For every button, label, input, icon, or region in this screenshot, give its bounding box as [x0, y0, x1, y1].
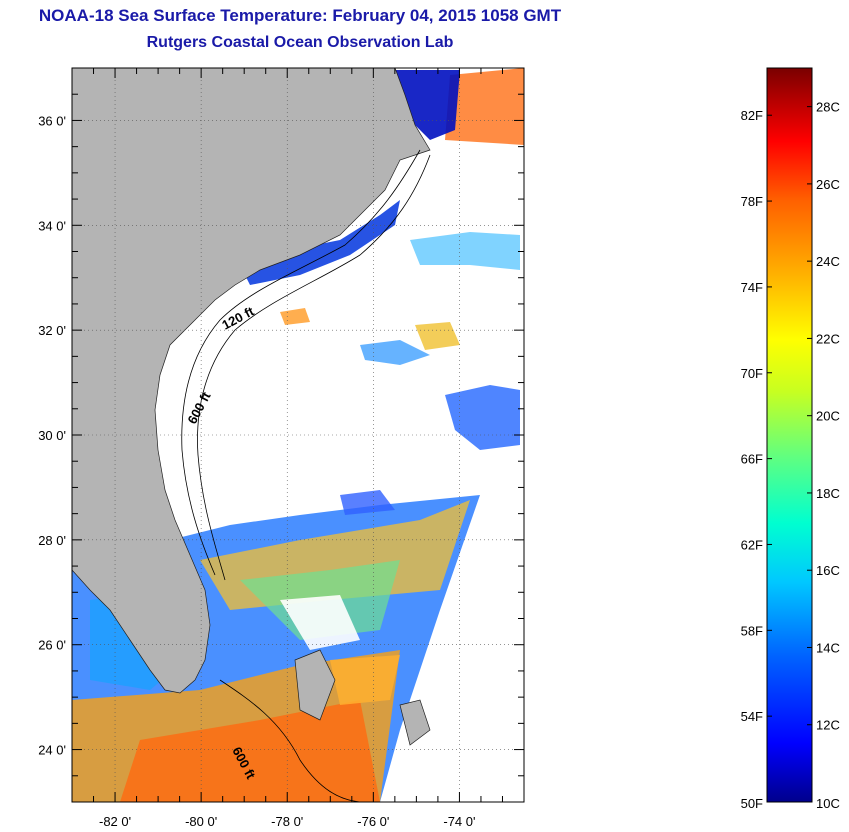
- celsius-label: 28C: [816, 100, 840, 115]
- lat-label: 24 0': [38, 743, 66, 758]
- map-title: NOAA-18 Sea Surface Temperature: Februar…: [38, 6, 562, 25]
- celsius-label: 16C: [816, 563, 840, 578]
- celsius-label: 26C: [816, 177, 840, 192]
- colorbar-fahrenheit-labels: 82F 78F 74F 70F 66F 62F 58F 54F 50F: [741, 108, 763, 811]
- lon-label: -80 0': [185, 814, 217, 829]
- fahrenheit-label: 74F: [741, 280, 763, 295]
- lat-label: 28 0': [38, 533, 66, 548]
- bathymetry-contours: [181, 149, 431, 802]
- celsius-label: 24C: [816, 254, 840, 269]
- celsius-label: 10C: [816, 796, 840, 811]
- latitude-labels: 36 0' 34 0' 32 0' 30 0' 28 0' 26 0' 24 0': [38, 113, 66, 757]
- fahrenheit-label: 54F: [741, 709, 763, 724]
- land-mass: [72, 68, 431, 746]
- celsius-label: 18C: [816, 486, 840, 501]
- lat-label: 30 0': [38, 428, 66, 443]
- longitude-labels: -82 0' -80 0' -78 0' -76 0' -74 0': [99, 814, 476, 829]
- fahrenheit-label: 58F: [741, 623, 763, 638]
- lat-label: 32 0': [38, 323, 66, 338]
- lat-label: 36 0': [38, 113, 66, 128]
- fahrenheit-label: 50F: [741, 796, 763, 811]
- fahrenheit-label: 70F: [741, 366, 763, 381]
- colorbar-ticks: [767, 106, 812, 803]
- graticule-grid: [72, 68, 524, 802]
- celsius-label: 22C: [816, 331, 840, 346]
- lat-label: 26 0': [38, 638, 66, 653]
- celsius-label: 20C: [816, 409, 840, 424]
- lon-label: -74 0': [443, 814, 475, 829]
- celsius-label: 14C: [816, 640, 840, 655]
- fahrenheit-label: 62F: [741, 537, 763, 552]
- lon-label: -82 0': [99, 814, 131, 829]
- axis-ticks: [71, 67, 525, 803]
- colorbar: [766, 67, 813, 803]
- lon-label: -78 0': [271, 814, 303, 829]
- fahrenheit-label: 78F: [741, 194, 763, 209]
- fahrenheit-label: 66F: [741, 452, 763, 467]
- celsius-label: 12C: [816, 718, 840, 733]
- lat-label: 34 0': [38, 218, 66, 233]
- map-subtitle: Rutgers Coastal Ocean Observation Lab: [146, 34, 454, 51]
- fahrenheit-label: 82F: [741, 108, 763, 123]
- colorbar-celsius-labels: 28C 26C 24C 22C 20C 18C 16C 14C 12C 10C: [816, 100, 840, 811]
- lon-label: -76 0': [357, 814, 389, 829]
